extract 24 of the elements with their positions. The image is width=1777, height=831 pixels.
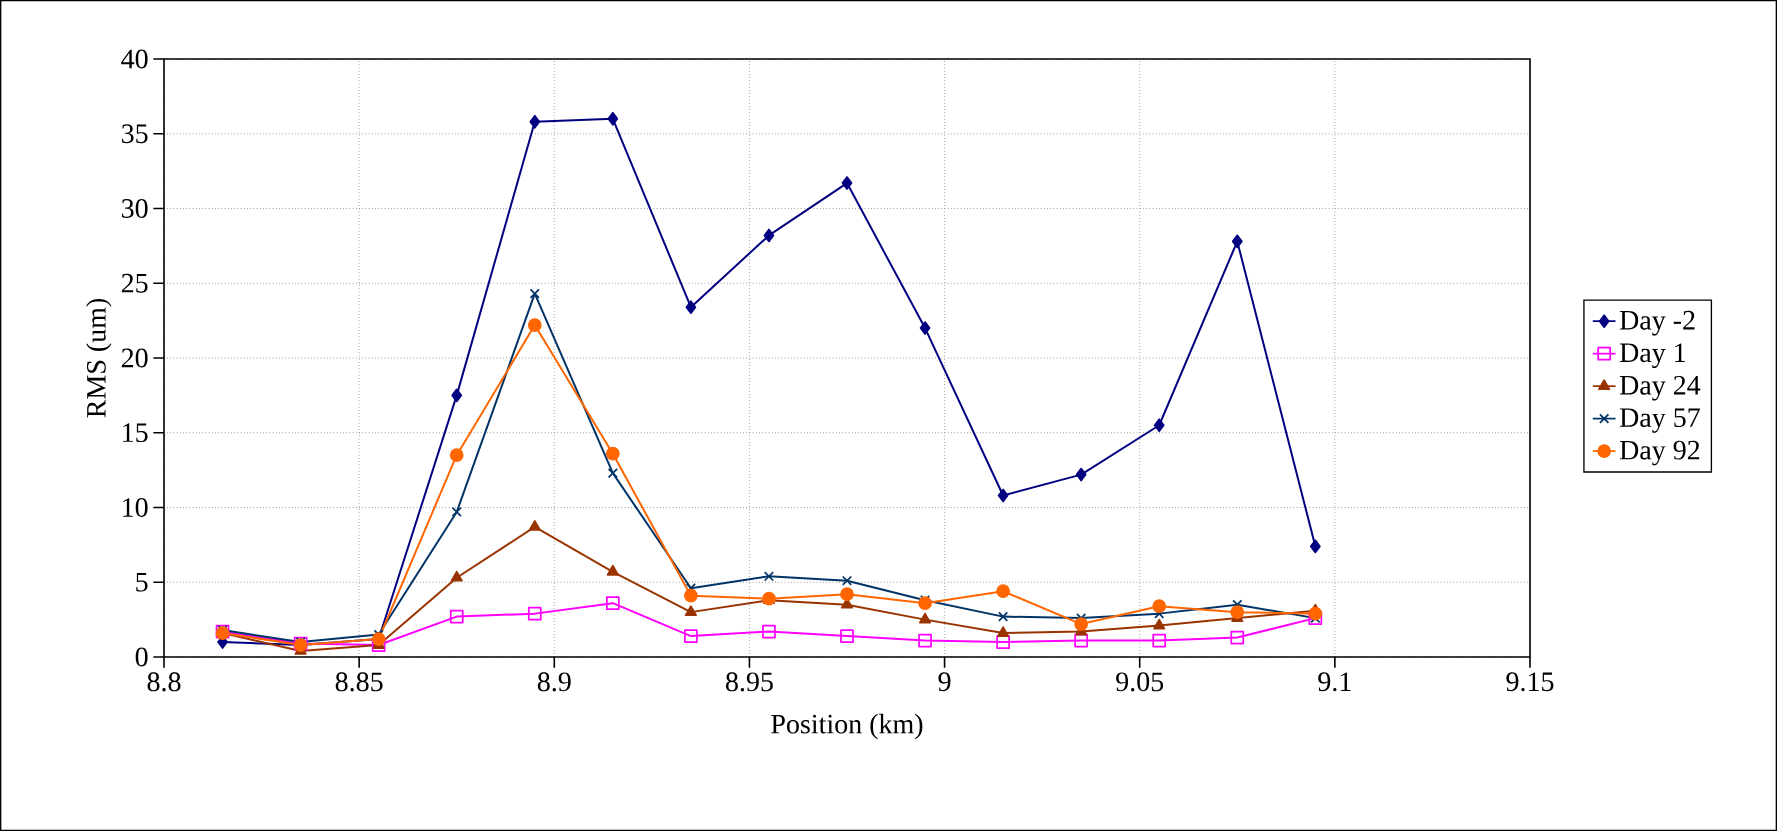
x-tick-label: 8.9 (537, 672, 571, 692)
x-tick-label: 8.85 (335, 672, 383, 692)
x-axis-title: Position (km) (771, 713, 923, 740)
legend-label: Day 1 (1619, 343, 1686, 368)
legend-label: Day -2 (1619, 310, 1695, 336)
legend-label: Day 92 (1619, 440, 1700, 466)
y-axis-title: RMS (um) (86, 298, 112, 418)
y-tick-label: 30 (121, 199, 148, 218)
legend-label: Day 57 (1619, 408, 1700, 433)
y-tick-label: 25 (121, 273, 148, 293)
y-tick-label: 35 (121, 124, 148, 144)
x-tick-label: 9.1 (1318, 672, 1351, 692)
y-tick-label: 40 (121, 49, 148, 69)
legend-label: Day 24 (1619, 375, 1701, 401)
y-tick-label: 10 (123, 498, 148, 517)
x-tick-label: 9.15 (1506, 672, 1554, 692)
x-tick-label: 8.95 (726, 672, 773, 692)
y-tick-label: 20 (121, 348, 148, 368)
x-tick-label: 9 (938, 672, 951, 692)
x-tick-label: 9.05 (1116, 672, 1164, 692)
y-tick-label: 15 (123, 423, 148, 443)
x-tick-label: 8.8 (147, 672, 181, 692)
y-tick-label: 0 (135, 647, 148, 667)
y-tick-label: 5 (136, 572, 148, 592)
